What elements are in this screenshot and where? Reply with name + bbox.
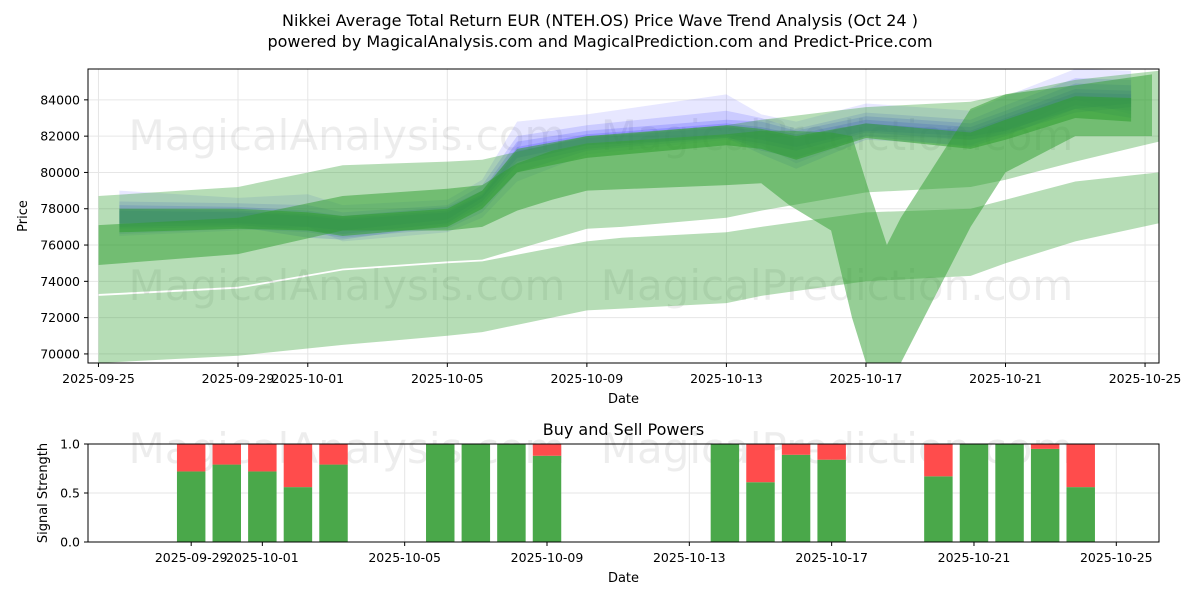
buy-bar (176, 471, 206, 542)
sell-bar (283, 444, 313, 488)
buy-bar (532, 455, 562, 542)
buy-bar (924, 476, 953, 542)
power-y-tick-label: 1.0 (60, 437, 80, 452)
watermark-text: MagicalAnalysis.com (129, 111, 566, 160)
wave-band-wave-green-1 (98, 172, 1159, 363)
y-tick-label: 72000 (40, 310, 80, 325)
power-x-tick-label: 2025-10-01 (226, 550, 299, 565)
y-tick-label: 78000 (40, 201, 80, 216)
buy-bar (995, 444, 1024, 542)
wave-band-wave-green-3 (98, 74, 1152, 363)
sell-bar (817, 444, 846, 460)
sell-bar (1066, 444, 1095, 488)
power-y-axis-label: Signal Strength (36, 443, 51, 543)
sell-bar (1030, 444, 1060, 449)
y-tick-label: 82000 (40, 129, 80, 144)
watermark-text: MagicalPrediction.com (601, 261, 1074, 310)
sell-bar (924, 444, 953, 477)
power-chart-title: Buy and Sell Powers (543, 420, 705, 439)
sell-bar (319, 444, 348, 465)
power-x-tick-label: 2025-10-09 (511, 550, 584, 565)
y-axis-label: Price (16, 200, 31, 232)
x-axis-label: Date (608, 392, 639, 407)
sell-bar (212, 444, 241, 465)
x-tick-label: 2025-10-17 (830, 371, 903, 386)
buy-bar (959, 444, 989, 542)
power-x-tick-label: 2025-10-17 (795, 550, 868, 565)
buy-bar (426, 444, 455, 542)
buy-bar (212, 464, 241, 542)
chart-subtitle: powered by MagicalAnalysis.com and Magic… (267, 32, 932, 51)
x-tick-label: 2025-09-29 (202, 371, 275, 386)
sell-bar (532, 444, 562, 456)
x-tick-label: 2025-10-13 (690, 371, 763, 386)
buy-bar (497, 444, 526, 542)
buy-bar (461, 444, 491, 542)
x-tick-label: 2025-09-25 (62, 371, 135, 386)
buy-bar (710, 444, 740, 542)
buy-sell-power-plot: MagicalAnalysis.comMagicalPrediction.com… (36, 420, 1160, 586)
sell-bar (248, 444, 277, 472)
chart-title: Nikkei Average Total Return EUR (NTEH.OS… (282, 11, 918, 30)
buy-bar (817, 459, 846, 542)
power-x-tick-label: 2025-10-13 (653, 550, 726, 565)
y-tick-label: 80000 (40, 165, 80, 180)
power-x-tick-label: 2025-09-29 (155, 550, 228, 565)
main-plot-frame (87, 68, 1160, 364)
x-tick-label: 2025-10-01 (271, 371, 344, 386)
power-x-tick-label: 2025-10-25 (1080, 550, 1153, 565)
wave-band-wave-blue-3 (119, 83, 1132, 240)
y-tick-label: 84000 (40, 92, 80, 107)
watermark-text: MagicalAnalysis.com (129, 261, 566, 310)
price-wave-plot: MagicalAnalysis.com MagicalPrediction.com… (16, 68, 1182, 407)
power-x-axis-label: Date (608, 571, 639, 586)
power-y-tick-label: 0.0 (60, 535, 80, 550)
power-x-tick-label: 2025-10-21 (938, 550, 1011, 565)
wave-band-wave-green-4 (119, 96, 1132, 236)
buy-bar (746, 482, 775, 542)
power-y-tick-label: 0.5 (60, 486, 80, 501)
x-tick-label: 2025-10-25 (1109, 371, 1182, 386)
wave-band-wave-blue-2 (119, 78, 1132, 238)
buy-bar (248, 471, 277, 542)
x-tick-label: 2025-10-05 (411, 371, 484, 386)
x-tick-label: 2025-10-21 (969, 371, 1042, 386)
buy-bar (283, 487, 313, 542)
sell-bar (176, 444, 206, 472)
buy-bar (781, 454, 811, 542)
sell-bar (746, 444, 775, 483)
sell-bar (781, 444, 811, 455)
y-tick-label: 74000 (40, 274, 80, 289)
buy-bar (319, 464, 348, 542)
wave-band-wave-blue-1 (119, 69, 1132, 242)
buy-bar (1030, 448, 1060, 542)
buy-bar (1066, 487, 1095, 542)
y-tick-label: 76000 (40, 238, 80, 253)
y-tick-label: 70000 (40, 346, 80, 361)
wave-band-group (98, 69, 1159, 363)
x-tick-label: 2025-10-09 (551, 371, 624, 386)
power-x-tick-label: 2025-10-05 (368, 550, 441, 565)
